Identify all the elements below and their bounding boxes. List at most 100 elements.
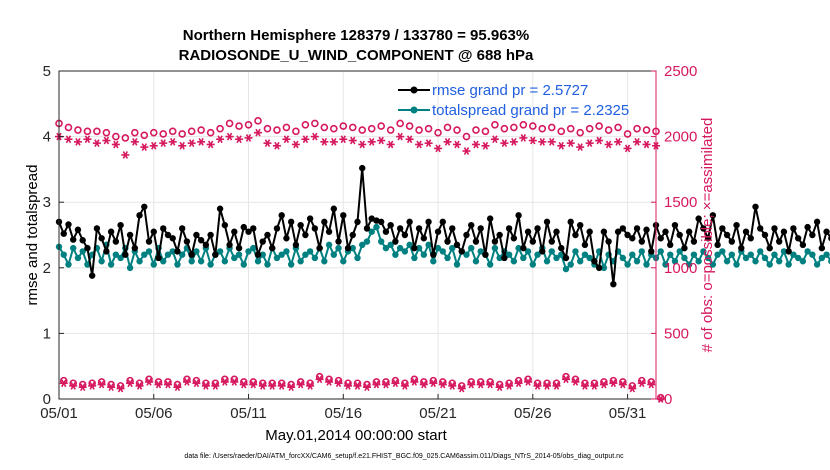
possible-obs-point xyxy=(424,124,433,133)
rmse-point xyxy=(273,225,281,232)
assimilated-obs-point-stroke xyxy=(108,383,114,392)
rmse-point xyxy=(330,205,338,212)
possible-obs-point xyxy=(472,126,480,134)
assimilated-obs-point xyxy=(509,137,518,146)
assimilated-obs-point-stroke xyxy=(454,140,460,149)
assimilated-obs-point xyxy=(599,380,608,389)
rmse-point xyxy=(150,228,157,235)
assimilated-obs-point xyxy=(524,378,533,386)
x-tick-label: 05/31 xyxy=(609,405,647,422)
assimilated-obs-point-stroke xyxy=(179,141,185,150)
assimilated-obs-point-stroke xyxy=(122,151,129,159)
totalspread-point xyxy=(548,248,555,255)
possible-obs-point xyxy=(529,122,537,130)
assimilated-obs-point xyxy=(566,139,575,148)
rmse-point xyxy=(160,225,167,232)
assimilated-obs-point xyxy=(618,380,627,389)
y-right-tick-label: 1000 xyxy=(664,260,697,277)
assimilated-obs-point-stroke xyxy=(477,380,484,389)
assimilated-obs-point-stroke xyxy=(155,380,162,389)
assimilated-obs-point xyxy=(367,137,376,146)
rmse-point xyxy=(122,251,129,258)
assimilated-obs-point-stroke xyxy=(416,140,422,149)
rmse-point xyxy=(558,244,565,252)
y-left-tick-label: 5 xyxy=(43,63,51,80)
totalspread-point xyxy=(306,248,314,255)
assimilated-obs-point-stroke xyxy=(146,378,152,386)
assimilated-obs-point xyxy=(391,379,400,388)
assimilated-obs-point xyxy=(476,380,485,389)
totalspread-point xyxy=(160,258,167,265)
assimilated-obs-point-stroke xyxy=(553,382,560,390)
rmse-point xyxy=(562,254,570,262)
totalspread-point xyxy=(505,251,513,258)
assimilated-obs-point-stroke xyxy=(406,135,413,144)
totalspread-point xyxy=(690,251,698,258)
totalspread-point xyxy=(188,258,195,265)
rmse-point xyxy=(738,244,745,252)
totalspread-point xyxy=(311,254,319,262)
totalspread-point xyxy=(761,254,769,262)
possible-obs-point xyxy=(500,124,509,133)
assimilated-obs-point xyxy=(64,135,73,144)
assimilated-obs-point-stroke xyxy=(340,135,346,144)
assimilated-obs-point xyxy=(419,380,428,389)
rmse-point xyxy=(335,238,342,245)
assimilated-obs-point-stroke xyxy=(421,380,427,389)
possible-obs-point xyxy=(131,128,139,137)
totalspread-point xyxy=(164,251,172,258)
rmse-point xyxy=(510,235,518,242)
assimilated-obs-point-stroke xyxy=(463,147,470,155)
totalspread-point xyxy=(302,251,309,258)
totalspread-point xyxy=(463,251,470,258)
assimilated-obs-point-stroke xyxy=(378,136,384,145)
assimilated-obs-point xyxy=(538,137,547,146)
rmse-point xyxy=(439,218,446,226)
totalspread-point xyxy=(231,254,238,262)
totalspread-point xyxy=(823,251,830,258)
totalspread-point xyxy=(174,261,181,268)
assimilated-obs-point xyxy=(443,137,452,146)
rmse-point xyxy=(311,225,319,232)
possible-obs-point xyxy=(330,124,338,133)
assimilated-obs-point-stroke xyxy=(620,380,626,389)
totalspread-point xyxy=(193,248,200,255)
assimilated-obs-point-stroke xyxy=(326,378,332,386)
totalspread-point xyxy=(207,261,214,268)
assimilated-obs-point xyxy=(239,380,248,389)
rmse-point xyxy=(411,244,418,252)
assimilated-obs-point-stroke xyxy=(496,383,503,392)
assimilated-obs-point xyxy=(182,378,191,386)
totalspread-point xyxy=(695,258,702,265)
totalspread-point xyxy=(785,261,792,268)
assimilated-obs-point-stroke xyxy=(70,382,76,390)
assimilated-obs-point xyxy=(73,137,82,146)
totalspread-point xyxy=(553,254,560,262)
totalspread-point xyxy=(425,241,432,249)
assimilated-obs-point xyxy=(154,380,163,389)
rmse-point xyxy=(733,221,740,229)
assimilated-obs-point xyxy=(296,380,305,389)
assimilated-obs-point xyxy=(145,378,154,386)
rmse-point xyxy=(354,218,361,226)
assimilated-obs-point-stroke xyxy=(501,139,508,148)
assimilated-obs-point xyxy=(258,382,267,390)
totalspread-point xyxy=(221,258,229,265)
totalspread-point xyxy=(657,248,664,255)
totalspread-point xyxy=(74,254,82,262)
rmse-point xyxy=(164,231,172,239)
rmse-point xyxy=(207,231,214,239)
y-right-tick-label: 0 xyxy=(664,391,672,408)
legend-rmse-marker xyxy=(410,86,418,94)
rmse-point xyxy=(70,236,77,243)
rmse-point xyxy=(714,241,721,249)
assimilated-obs-point-stroke xyxy=(582,382,588,390)
rmse-point xyxy=(420,235,428,242)
totalspread-point xyxy=(453,261,461,268)
assimilated-obs-point-stroke xyxy=(539,137,545,146)
totalspread-point xyxy=(510,258,518,265)
rmse-point xyxy=(794,235,802,242)
assimilated-obs-point-stroke xyxy=(231,378,238,386)
possible-obs-point xyxy=(263,124,272,133)
possible-obs-point xyxy=(206,128,215,137)
